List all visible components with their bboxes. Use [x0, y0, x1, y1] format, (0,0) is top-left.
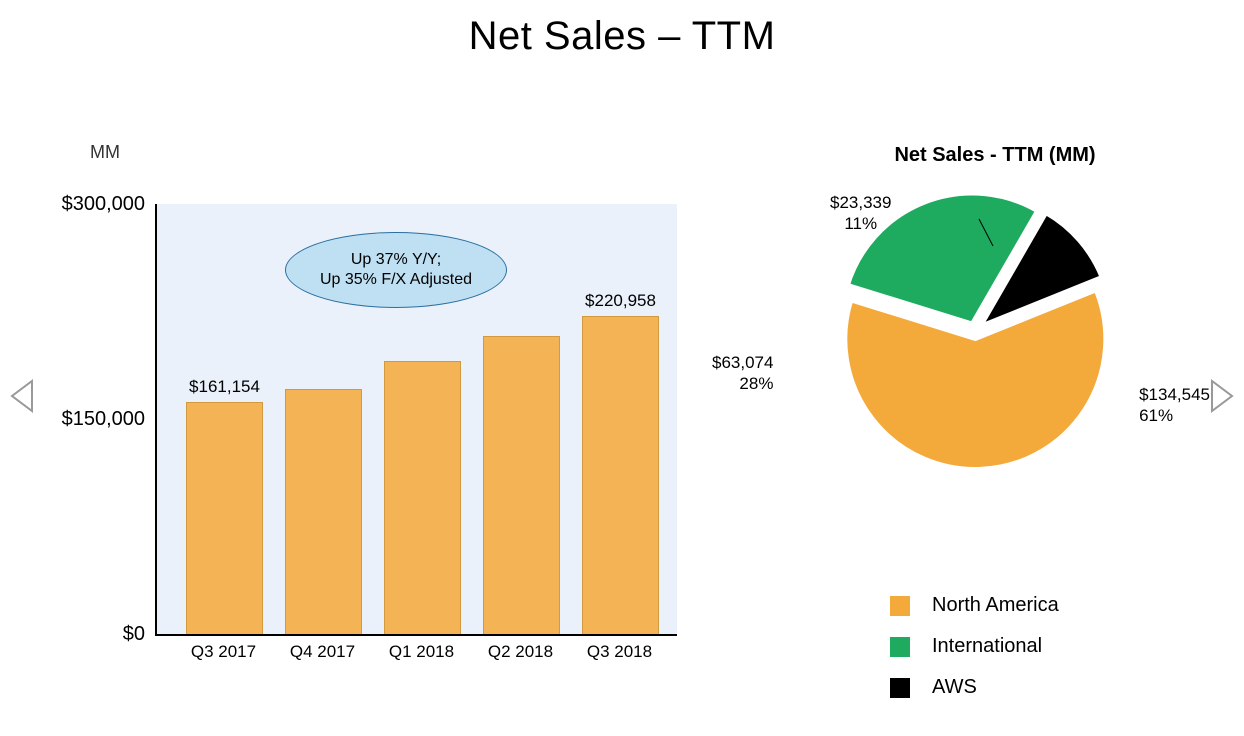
bar: $220,958	[582, 316, 659, 634]
x-axis-tick-label: Q2 2018	[466, 642, 576, 662]
legend-swatch-icon	[890, 596, 910, 616]
callout-line1: Up 37% Y/Y;	[351, 251, 441, 268]
x-axis-tick-label: Q4 2017	[268, 642, 378, 662]
y-axis-tick-label: $150,000	[45, 408, 145, 431]
legend-item-international: International	[890, 635, 1059, 658]
legend-label: International	[932, 635, 1042, 658]
pie-label-north-america: $134,545 61%	[1139, 384, 1210, 427]
prev-arrow-icon[interactable]	[8, 379, 36, 418]
bar	[384, 361, 461, 634]
bar	[483, 336, 560, 634]
bar-chart: $161,154$220,958 Q3 2017Q4 2017Q1 2018Q2…	[155, 204, 675, 634]
legend-item-north-america: North America	[890, 594, 1059, 617]
bar-value-label: $161,154	[170, 377, 280, 397]
pie-label-international: $63,074 28%	[712, 352, 773, 395]
growth-callout: Up 37% Y/Y; Up 35% F/X Adjusted	[285, 232, 507, 308]
pie-label-aws: $23,339 11%	[830, 192, 891, 235]
legend-swatch-icon	[890, 678, 910, 698]
bar: $161,154	[186, 402, 263, 634]
y-axis-tick-label: $0	[45, 623, 145, 646]
bar-value-label: $220,958	[566, 291, 676, 311]
callout-line2: Up 35% F/X Adjusted	[320, 271, 472, 288]
legend-label: North America	[932, 594, 1059, 617]
x-axis-tick-label: Q1 2018	[367, 642, 477, 662]
legend-label: AWS	[932, 676, 977, 699]
x-axis-tick-label: Q3 2017	[169, 642, 279, 662]
legend-item-aws: AWS	[890, 676, 1059, 699]
x-axis-tick-label: Q3 2018	[565, 642, 675, 662]
next-arrow-icon[interactable]	[1208, 379, 1236, 418]
bar	[285, 389, 362, 634]
legend-swatch-icon	[890, 637, 910, 657]
pie-chart-title: Net Sales - TTM (MM)	[800, 144, 1190, 167]
mm-unit-label: MM	[90, 142, 120, 163]
pie-chart: Net Sales - TTM (MM) $134,545 61% $63,07…	[760, 144, 1190, 481]
slide-title: Net Sales – TTM	[0, 14, 1244, 59]
y-axis-tick-label: $300,000	[45, 193, 145, 216]
pie-legend: North America International AWS	[890, 594, 1059, 717]
